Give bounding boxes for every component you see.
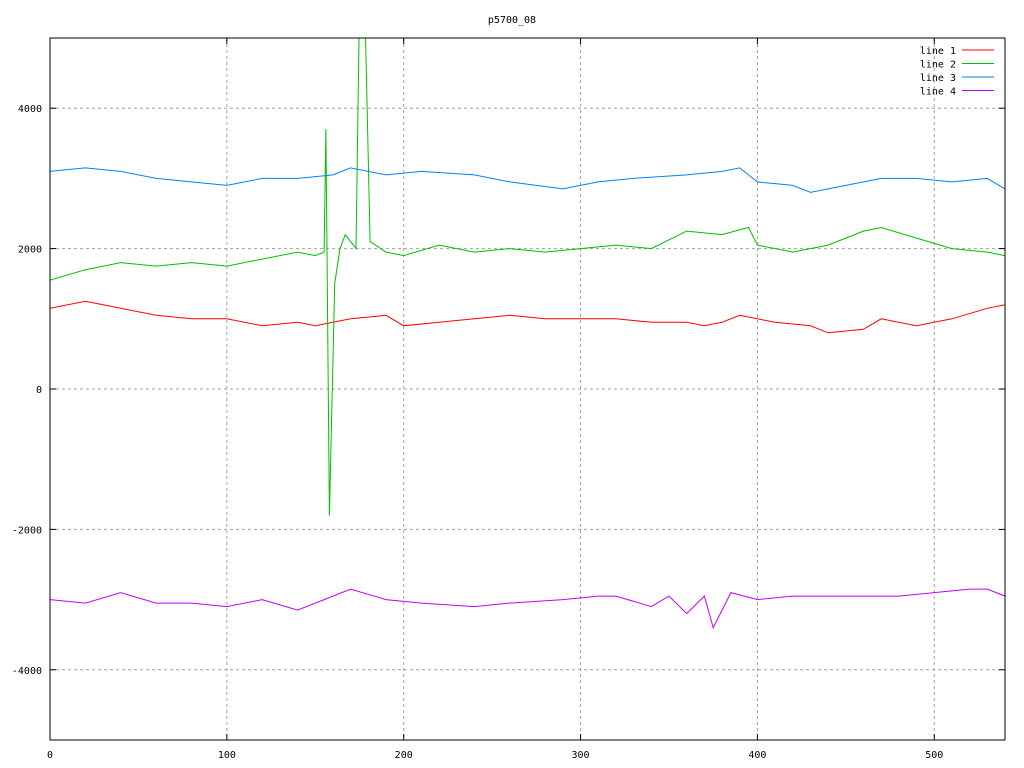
x-tick-label: 400 <box>748 750 766 761</box>
y-tick-label: 0 <box>36 385 42 396</box>
y-tick-label: 4000 <box>18 104 42 115</box>
legend-label: line 4 <box>920 87 956 98</box>
legend: line 1 line 2 line 3 line 4 <box>920 46 994 98</box>
chart-title: p5700_08 <box>488 15 536 26</box>
series-line-1 <box>50 300 1005 334</box>
legend-label: line 1 <box>920 46 956 57</box>
x-tick-label: 500 <box>925 750 943 761</box>
series-line-4 <box>50 588 1005 630</box>
x-tick-label: 200 <box>395 750 413 761</box>
x-tick-label: 100 <box>218 750 236 761</box>
legend-label: line 3 <box>920 73 956 84</box>
x-tick-label: 0 <box>47 750 53 761</box>
axis-ticks: 0 100 200 300 400 500 -4000 -2000 0 2000 4000 <box>12 38 1005 761</box>
y-tick-label: 2000 <box>18 245 42 256</box>
series-group <box>50 38 1005 630</box>
series-line-2 <box>50 38 1005 516</box>
y-tick-label: -2000 <box>12 525 42 536</box>
legend-label: line 2 <box>920 60 956 71</box>
x-tick-label: 300 <box>572 750 590 761</box>
series-line-3 <box>50 167 1005 193</box>
grid <box>50 38 1005 740</box>
y-tick-label: -4000 <box>12 666 42 677</box>
